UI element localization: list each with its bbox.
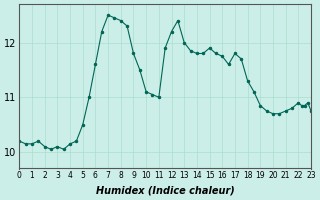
X-axis label: Humidex (Indice chaleur): Humidex (Indice chaleur) [96,186,235,196]
